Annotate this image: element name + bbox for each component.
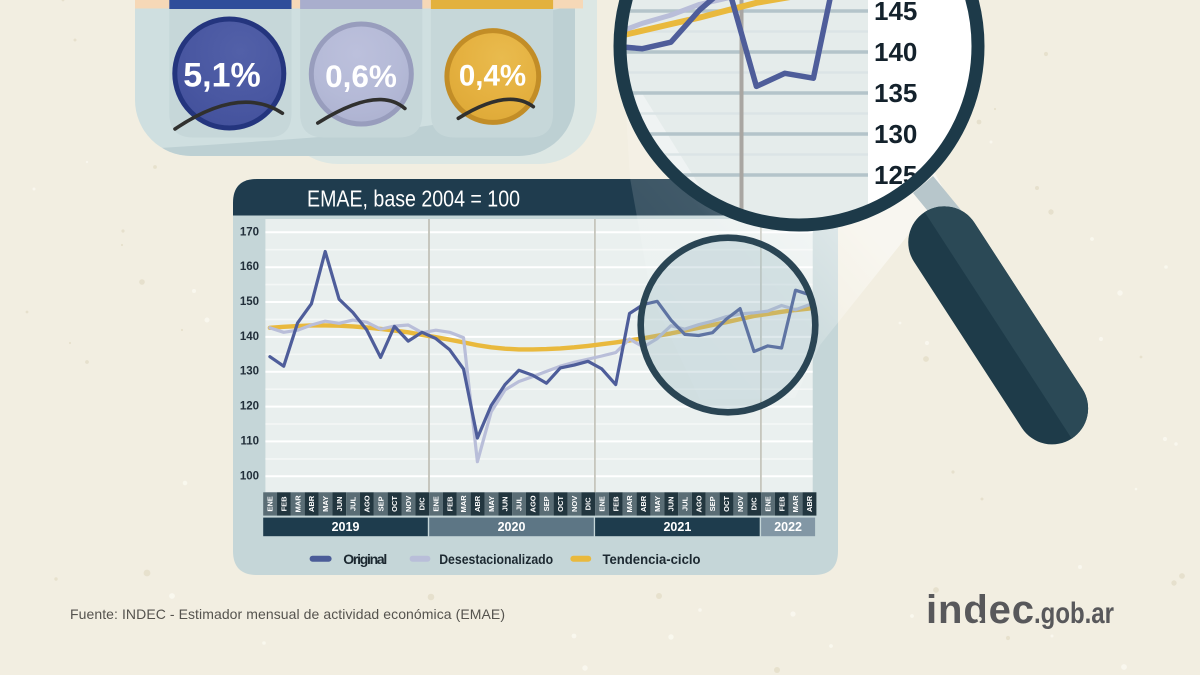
svg-text:OCT: OCT [390,496,399,512]
svg-text:Desestacionalizado: Desestacionalizado [439,551,553,567]
svg-text:NOV: NOV [404,496,413,512]
svg-text:JUL: JUL [515,496,524,511]
svg-text:MAR: MAR [293,495,302,513]
svg-text:ENE: ENE [432,496,441,511]
svg-text:ABR: ABR [639,495,648,512]
svg-text:145: 145 [874,0,917,26]
svg-text:140: 140 [240,331,259,343]
svg-text:MAR: MAR [791,495,800,513]
svg-text:5,1%: 5,1% [183,57,261,95]
svg-text:FEB: FEB [777,496,786,512]
svg-text:135: 135 [874,78,917,108]
svg-text:EMAE, base 2004 = 100: EMAE, base 2004 = 100 [307,186,520,212]
svg-text:JUL: JUL [349,496,358,511]
svg-text:JUN: JUN [335,496,344,511]
svg-text:SEP: SEP [542,496,551,511]
svg-text:MAY: MAY [321,496,330,512]
svg-text:JUN: JUN [501,496,510,511]
svg-text:MAY: MAY [653,496,662,512]
svg-text:120: 120 [240,401,259,413]
svg-text:2019: 2019 [332,520,360,534]
svg-text:130: 130 [874,119,917,149]
svg-text:ABR: ABR [307,495,316,512]
svg-text:OCT: OCT [722,496,731,512]
svg-text:FEB: FEB [279,496,288,512]
svg-text:DIC: DIC [418,497,427,511]
svg-text:DIC: DIC [750,497,759,511]
svg-text:ABR: ABR [473,495,482,512]
svg-text:MAY: MAY [487,496,496,512]
svg-text:110: 110 [240,435,259,447]
svg-text:JUL: JUL [681,496,690,511]
svg-text:130: 130 [240,366,259,378]
svg-text:100: 100 [240,470,259,482]
svg-text:150: 150 [240,296,259,308]
svg-text:140: 140 [874,37,917,67]
svg-text:ENE: ENE [764,496,773,511]
svg-text:2020: 2020 [498,520,526,534]
svg-text:Original: Original [343,551,387,567]
svg-text:ABR: ABR [805,495,814,512]
svg-text:JUN: JUN [667,496,676,511]
svg-text:NOV: NOV [736,496,745,512]
svg-text:OCT: OCT [556,496,565,512]
svg-text:AGO: AGO [362,495,371,512]
svg-text:2021: 2021 [663,520,691,534]
svg-text:MAR: MAR [625,495,634,513]
svg-text:0,6%: 0,6% [325,58,397,94]
svg-text:ENE: ENE [598,496,607,511]
svg-text:AGO: AGO [528,495,537,512]
svg-text:AGO: AGO [694,495,703,512]
svg-text:.gob.ar: .gob.ar [1034,597,1114,630]
svg-text:ENE: ENE [266,496,275,511]
svg-text:SEP: SEP [708,496,717,511]
svg-text:160: 160 [240,261,259,273]
svg-text:indec: indec [926,588,1034,632]
svg-text:NOV: NOV [570,496,579,512]
svg-text:Tendencia-ciclo: Tendencia-ciclo [603,551,701,567]
svg-text:0,4%: 0,4% [459,60,526,93]
svg-text:DIC: DIC [584,497,593,511]
svg-text:FEB: FEB [611,496,620,512]
svg-text:Fuente: INDEC - Estimador mens: Fuente: INDEC - Estimador mensual de act… [70,606,505,622]
svg-text:SEP: SEP [376,496,385,511]
svg-text:MAR: MAR [459,495,468,513]
svg-text:170: 170 [240,226,259,238]
svg-text:2022: 2022 [774,520,802,534]
svg-text:FEB: FEB [445,496,454,512]
